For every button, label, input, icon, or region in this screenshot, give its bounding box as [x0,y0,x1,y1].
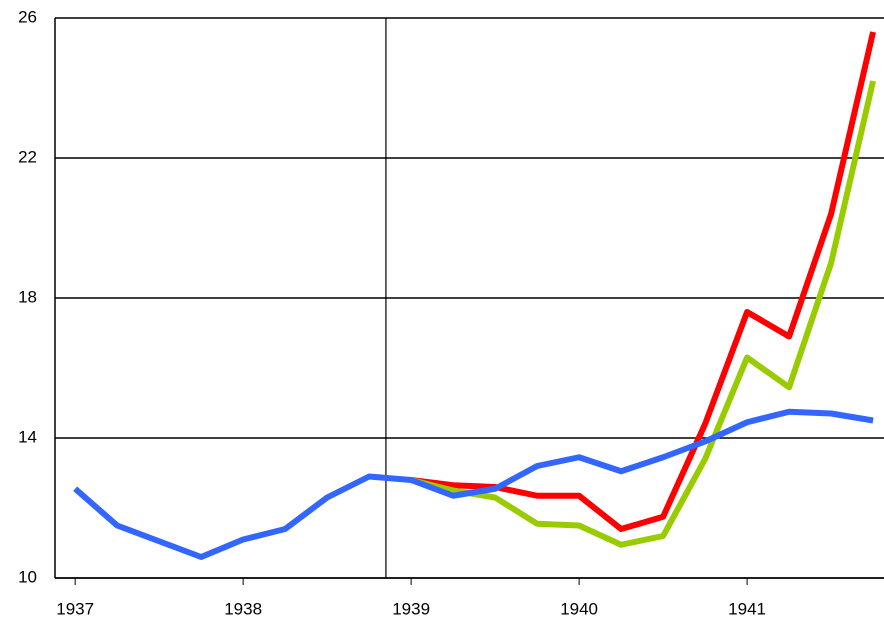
x-tick-label: 1940 [560,599,598,618]
x-tick-label: 1939 [392,599,430,618]
y-tick-label: 22 [18,147,37,166]
line-series [410,31,877,532]
y-tick-label: 10 [18,567,37,586]
line-series [73,408,874,560]
x-tick-label: 1941 [728,599,766,618]
x-tick-label: 1938 [224,599,262,618]
x-tick-label: 1937 [56,599,94,618]
y-tick-label: 26 [18,7,37,26]
y-tick-label: 18 [18,287,37,306]
y-tick-label: 14 [18,427,37,446]
line-series [410,80,877,548]
